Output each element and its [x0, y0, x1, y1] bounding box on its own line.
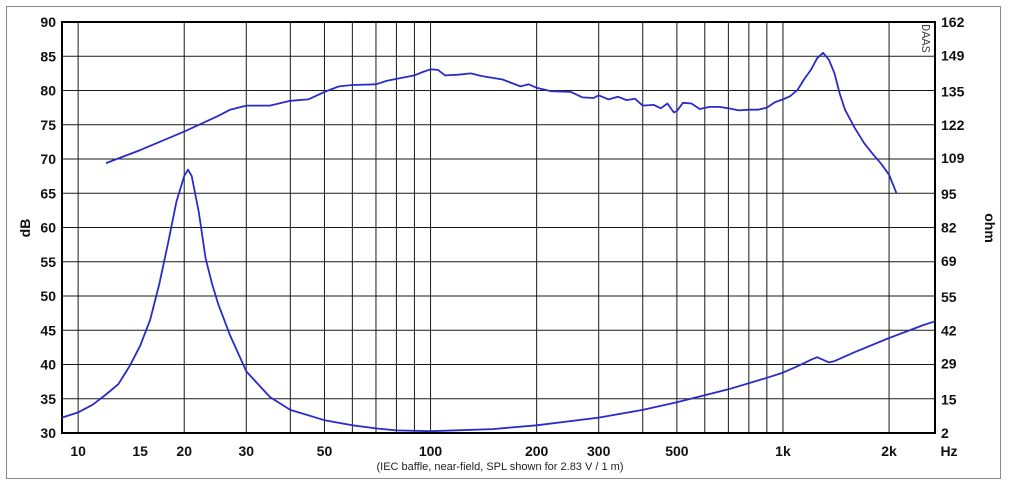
x-tick-label: 15: [132, 443, 148, 459]
y2-tick-label: 122: [941, 117, 965, 133]
y2-tick-label: 149: [941, 47, 965, 63]
y-tick-label: 75: [40, 117, 56, 133]
y-tick-label: 85: [40, 48, 56, 64]
tick-labels: 90 85 80 75 70 65 60 55 50 45 40 35 30 162 149 135 122 10…: [40, 14, 964, 459]
measurement-note: (IEC baffle, near-field, SPL shown for 2…: [376, 461, 623, 473]
y2-tick-label: 82: [941, 220, 957, 236]
plot-border: [61, 21, 936, 434]
y2-axis-label: ohm: [982, 213, 998, 243]
x-tick-label: 1k: [775, 443, 791, 459]
y2-tick-label: 95: [941, 186, 957, 202]
y2-tick-label: 135: [941, 83, 965, 99]
y2-tick-label: 162: [941, 14, 965, 30]
y-tick-label: 50: [40, 288, 56, 304]
y2-tick-label: 109: [941, 150, 965, 166]
series: [61, 51, 936, 433]
x-tick-label: 500: [665, 443, 689, 459]
chart-frame: [6, 6, 1001, 479]
y-axis-label: dB: [17, 219, 33, 238]
y-tick-label: 65: [40, 185, 56, 201]
y2-tick-label: 2: [941, 425, 949, 441]
impedance-curve: [61, 168, 936, 433]
x-tick-label: 50: [317, 443, 333, 459]
y2-tick-label: 69: [941, 253, 957, 269]
y2-tick-label: 15: [941, 392, 957, 408]
y-tick-label: 30: [40, 425, 56, 441]
y-tick-label: 70: [40, 151, 56, 167]
grid: [61, 21, 935, 434]
x-tick-label: 20: [176, 443, 192, 459]
y2-tick-label: 29: [941, 356, 957, 372]
x-tick-label: 2k: [881, 443, 897, 459]
y-tick-label: 55: [40, 254, 56, 270]
y-tick-label: 40: [40, 357, 56, 373]
y-tick-label: 80: [40, 83, 56, 99]
y2-tick-label: 55: [941, 289, 957, 305]
x-unit-label: Hz: [940, 443, 957, 459]
x-tick-label: 200: [525, 443, 549, 459]
x-tick-label: 300: [587, 443, 611, 459]
watermark-logo: DAAS: [918, 24, 932, 53]
x-tick-label: 10: [70, 443, 86, 459]
x-tick-label: 30: [238, 443, 254, 459]
y2-tick-label: 42: [941, 322, 957, 338]
x-tick-label: 100: [419, 443, 443, 459]
y-tick-label: 45: [40, 322, 56, 338]
y-tick-label: 60: [40, 220, 56, 236]
y-tick-label: 35: [40, 391, 56, 407]
spl-curve: [105, 51, 898, 194]
y-tick-label: 90: [40, 14, 56, 30]
